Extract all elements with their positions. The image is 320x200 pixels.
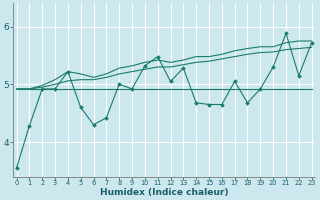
X-axis label: Humidex (Indice chaleur): Humidex (Indice chaleur) xyxy=(100,188,228,197)
